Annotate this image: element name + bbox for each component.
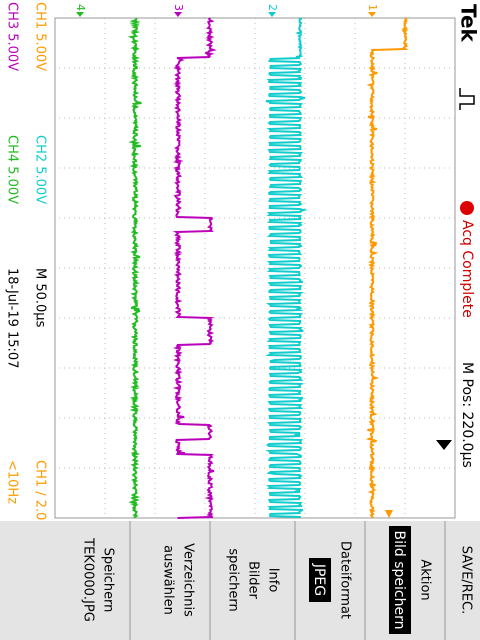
menu-line[interactable]: auswählen: [161, 545, 176, 615]
channel-arrow: [76, 12, 84, 17]
menu-line[interactable]: speichern: [226, 548, 241, 611]
menu-value[interactable]: Bild speichern: [391, 531, 407, 630]
channel-arrow: [268, 12, 276, 17]
traces: [127, 17, 409, 519]
menu-line[interactable]: Verzeichnis: [181, 543, 196, 617]
brand: Tek: [457, 4, 480, 43]
menu-value-bg: [309, 558, 331, 602]
ch1-scale: CH1 5.00V: [33, 2, 48, 71]
channel-marker: 4: [74, 4, 87, 11]
trigger-level-marker: [385, 510, 393, 518]
ch4-trace: [127, 17, 142, 519]
menu-panel: [0, 521, 480, 640]
ch3-scale: CH3 5.00V: [5, 2, 20, 71]
channel-arrow: [174, 12, 182, 17]
trigger-frequency: <10Hz: [5, 460, 20, 504]
ch1-trace: [365, 17, 409, 519]
channel-marker: 2: [266, 4, 279, 11]
ch4-scale: CH4 5.00V: [5, 135, 20, 204]
acq-status: Acq Complete: [459, 220, 475, 318]
menu-line[interactable]: Speichern: [101, 548, 116, 613]
menu-items: Aktion Bild speichern Dateiformat JPEG Info B…: [81, 521, 446, 640]
trigger-icon: [459, 88, 475, 110]
menu-label: Dateiformat: [338, 541, 353, 619]
timebase: M 50.0µs: [33, 268, 48, 328]
graticule-frame: [54, 17, 456, 519]
menu-label: Aktion: [418, 559, 433, 600]
menu-line[interactable]: TEK0000.JPG: [81, 537, 96, 622]
menu-line[interactable]: Bilder: [246, 561, 261, 599]
trigger-setting: CH1 ∕ 2.00V: [33, 460, 48, 538]
trigger-pos-marker: [436, 440, 452, 450]
menu-value-bg: [389, 526, 411, 634]
acq-indicator: [460, 201, 474, 215]
channel-marker: 1: [366, 4, 379, 11]
menu-line[interactable]: Info: [266, 568, 281, 593]
menu-value[interactable]: JPEG: [311, 563, 327, 596]
ch2-scale: CH2 5.00V: [33, 135, 48, 204]
ch3-trace: [172, 17, 217, 519]
channel-arrow: [368, 12, 376, 17]
menu-title: SAVE/REC.: [459, 546, 474, 615]
graticule: [55, 18, 455, 518]
channel-marker: 3: [172, 4, 185, 11]
ch2-trace: [265, 17, 308, 518]
m-pos: M Pos: 220.0µs: [459, 362, 475, 468]
date-time: 18-Jul-19 15:07: [5, 268, 20, 368]
